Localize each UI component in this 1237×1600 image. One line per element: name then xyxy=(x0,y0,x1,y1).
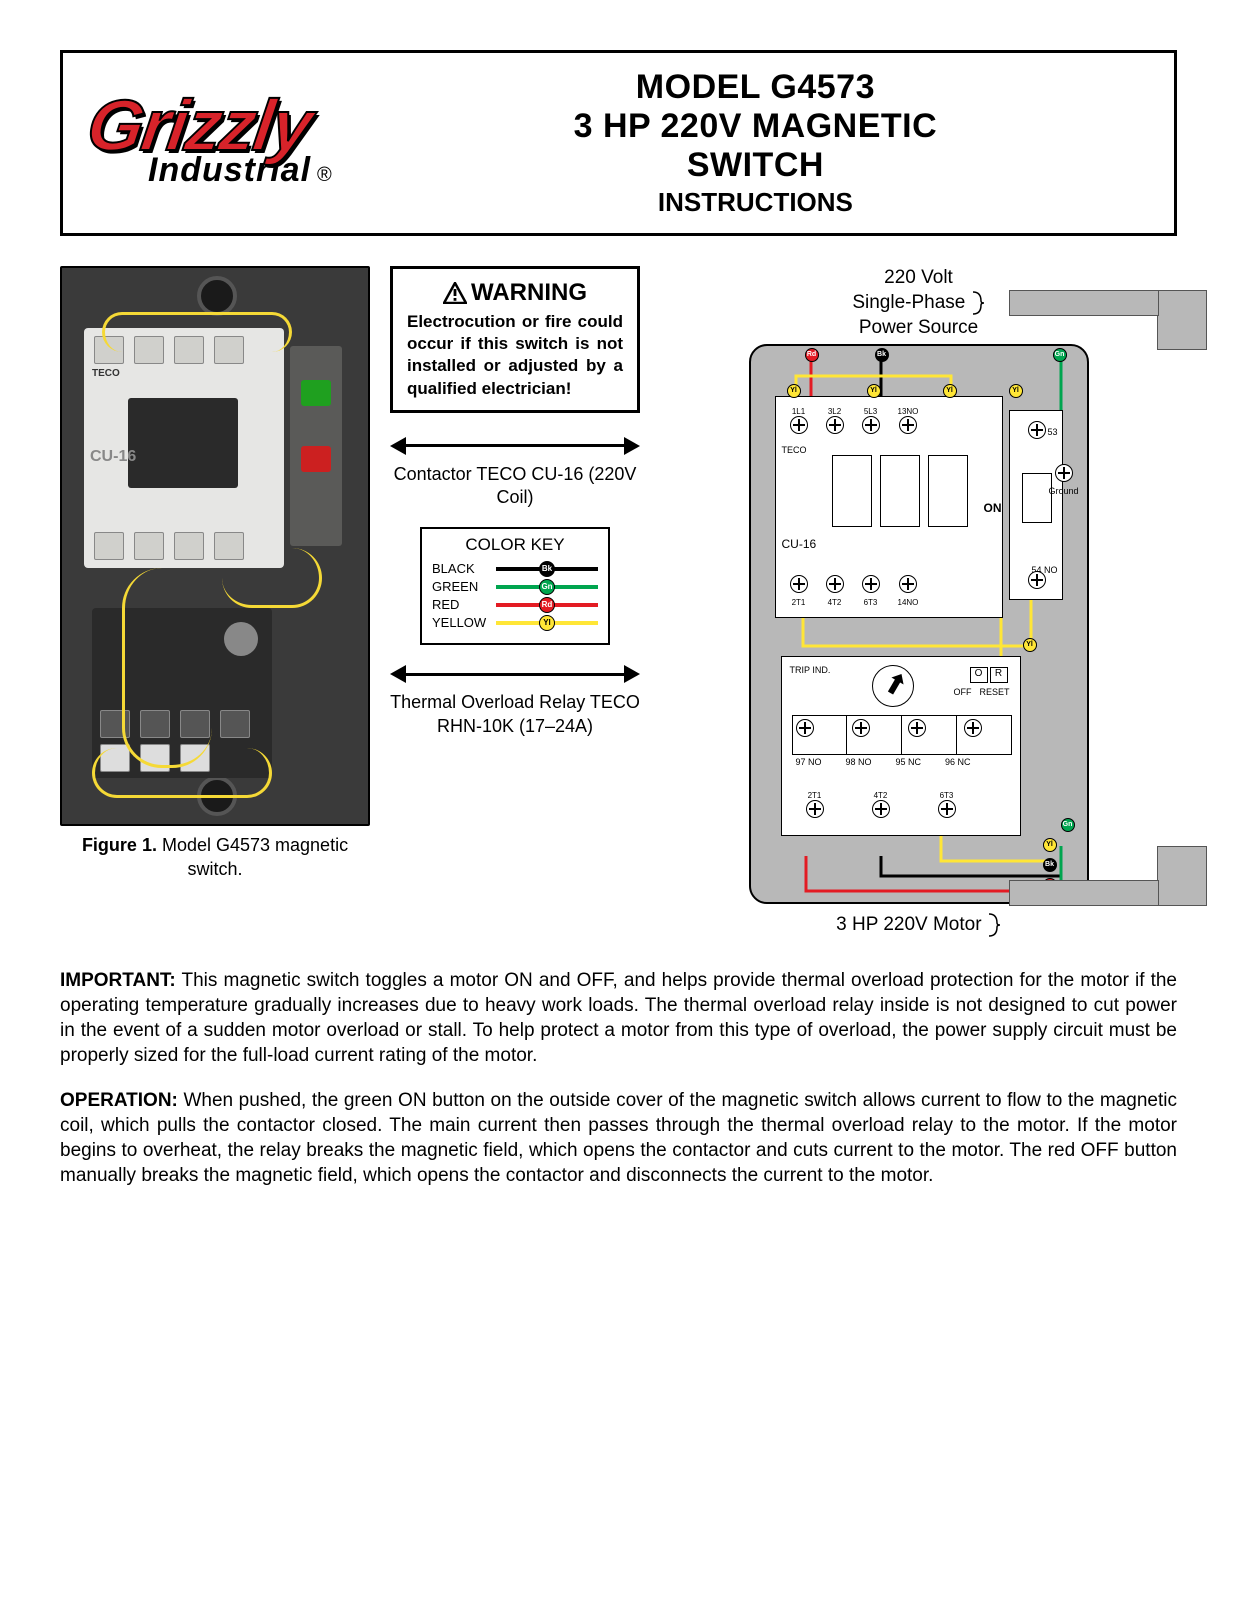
diagram-relay: TRIP IND. O R OFF RESET 97 NO98 NO95 N xyxy=(781,656,1021,836)
diagram-aux: NO 53 ON 54 NO xyxy=(1009,410,1063,600)
aux-on: ON xyxy=(984,501,1002,515)
important-label: IMPORTANT: xyxy=(60,970,176,991)
terminal: 2T1 xyxy=(790,575,808,607)
relay-bottom-term: 6T3 xyxy=(938,791,956,823)
ck-dot: Rd xyxy=(539,597,555,613)
title-line1: MODEL G4573 xyxy=(362,68,1149,107)
relay-term-label: 97 NO xyxy=(796,757,822,767)
wiring-diagram: 1L1 3L2 5L3 13NO TECO CU-16 2T1 4T2 6T3 14NO N… xyxy=(749,344,1089,904)
color-key-row: BLACK Bk xyxy=(432,561,598,576)
ck-label: YELLOW xyxy=(432,615,488,630)
important-paragraph: IMPORTANT: This magnetic switch toggles … xyxy=(60,968,1177,1068)
terminal: 5L3 xyxy=(862,407,880,439)
terminal: 4T2 xyxy=(826,575,844,607)
ck-dot: Gn xyxy=(539,579,555,595)
motor-label: 3 HP 220V Motor xyxy=(660,912,1177,938)
photo-aux-block xyxy=(290,346,342,546)
ck-label: RED xyxy=(432,597,488,612)
relay-term-label: 95 NC xyxy=(896,757,922,767)
middle-column: WARNING Electrocution or fire could occu… xyxy=(390,266,640,938)
registered-mark: ® xyxy=(317,164,332,187)
ground-label: Ground xyxy=(1048,486,1078,496)
warning-box: WARNING Electrocution or fire could occu… xyxy=(390,266,640,412)
arrow-relay xyxy=(390,665,640,683)
title-line2: 3 HP 220V MAGNETIC xyxy=(362,107,1149,146)
terminal: 13NO xyxy=(898,407,919,439)
ck-label: GREEN xyxy=(432,579,488,594)
motor-label-text: 3 HP 220V Motor xyxy=(836,914,981,935)
warning-body: Electrocution or fire could occur if thi… xyxy=(407,311,623,399)
warning-title-row: WARNING xyxy=(407,279,623,307)
power-l1: 220 Volt xyxy=(884,267,953,288)
relay-bottom-term: 4T2 xyxy=(872,791,890,823)
dg-cu16: CU-16 xyxy=(782,537,817,551)
important-text: This magnetic switch toggles a motor ON … xyxy=(60,970,1177,1066)
terminal: 6T3 xyxy=(862,575,880,607)
relay-term-label: 96 NC xyxy=(945,757,971,767)
ck-dot: Yl xyxy=(539,615,555,631)
power-l3: Power Source xyxy=(859,317,978,338)
header-box: Grizzly Industrial ® MODEL G4573 3 HP 22… xyxy=(60,50,1177,236)
operation-label: OPERATION: xyxy=(60,1090,178,1111)
diagram-contactor: 1L1 3L2 5L3 13NO TECO CU-16 2T1 4T2 6T3 14NO xyxy=(775,396,1003,618)
title-block: MODEL G4573 3 HP 220V MAGNETIC SWITCH IN… xyxy=(362,68,1149,218)
ck-swatch: Bk xyxy=(496,567,598,571)
color-key-title: COLOR KEY xyxy=(432,535,598,555)
figure-label: Figure 1. xyxy=(82,835,157,855)
warning-title: WARNING xyxy=(471,279,587,307)
relay-o: O xyxy=(970,667,988,683)
brace-icon-top xyxy=(971,290,985,316)
terminal: 1L1 xyxy=(790,407,808,439)
color-key: COLOR KEY BLACK Bk GREEN Gn RED Rd YELLO… xyxy=(420,527,610,645)
ck-label: BLACK xyxy=(432,561,488,576)
figure-caption: Figure 1. Model G4573 magnetic switch. xyxy=(60,834,370,881)
photo-contactor: TECO CU-16 xyxy=(84,328,284,568)
warning-icon xyxy=(443,282,467,304)
photo-column: TECO CU-16 Figure 1. xyxy=(60,266,370,938)
color-key-row: RED Rd xyxy=(432,597,598,612)
relay-term-label: 98 NO xyxy=(846,757,872,767)
middle-section: TECO CU-16 Figure 1. xyxy=(60,266,1177,938)
diagram-column: 220 Volt Single-Phase Power Source xyxy=(660,266,1177,938)
mount-hole-top xyxy=(197,276,237,316)
operation-paragraph: OPERATION: When pushed, the green ON but… xyxy=(60,1088,1177,1188)
relay-label: Thermal Overload Relay TECO RHN-10K (17–… xyxy=(390,691,640,738)
brace-icon-bottom xyxy=(987,912,1001,938)
ck-swatch: Rd xyxy=(496,603,598,607)
power-l2: Single-Phase xyxy=(852,292,965,313)
relay-reset: RESET xyxy=(979,687,1009,697)
ground-screw xyxy=(1055,464,1073,482)
photo-teco: TECO xyxy=(92,368,120,379)
relay-r: R xyxy=(990,667,1008,683)
title-line3: SWITCH xyxy=(362,146,1149,185)
photo-cu16: CU-16 xyxy=(90,448,136,466)
ck-dot: Bk xyxy=(539,561,555,577)
terminal: 3L2 xyxy=(826,407,844,439)
dg-teco: TECO xyxy=(782,445,807,455)
trip-ind: TRIP IND. xyxy=(790,665,831,675)
ck-swatch: Yl xyxy=(496,621,598,625)
color-key-row: YELLOW Yl xyxy=(432,615,598,630)
product-photo: TECO CU-16 xyxy=(60,266,370,826)
figure-text: Model G4573 magnetic switch. xyxy=(157,835,348,878)
contactor-label: Contactor TECO CU-16 (220V Coil) xyxy=(390,463,640,510)
terminal: 14NO xyxy=(898,575,919,607)
title-sub: INSTRUCTIONS xyxy=(362,187,1149,218)
relay-bottom-term: 2T1 xyxy=(806,791,824,823)
color-key-row: GREEN Gn xyxy=(432,579,598,594)
logo: Grizzly Industrial ® xyxy=(88,96,332,190)
relay-off: OFF xyxy=(954,687,972,697)
operation-text: When pushed, the green ON button on the … xyxy=(60,1090,1177,1186)
logo-main: Grizzly xyxy=(84,96,336,157)
arrow-contactor xyxy=(390,437,640,455)
ck-swatch: Gn xyxy=(496,585,598,589)
